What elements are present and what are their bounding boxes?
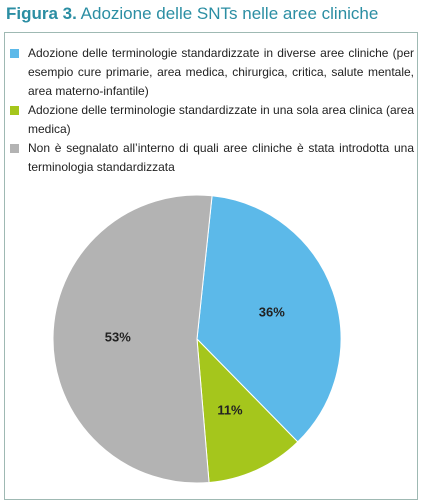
legend-item: Non è segnalato all’interno di quali are…: [10, 139, 414, 177]
legend-swatch: [10, 106, 19, 115]
pie-slice: [196, 195, 342, 443]
legend: Adozione delle terminologie standardizza…: [10, 44, 414, 177]
slice-label: 36%: [259, 304, 285, 319]
slice-label: 53%: [105, 330, 131, 345]
frame: [4, 32, 418, 500]
legend-label: Non è segnalato all’interno di quali are…: [28, 141, 414, 174]
slice-label: 11%: [217, 402, 243, 417]
pie-slice: [52, 194, 213, 484]
legend-swatch: [10, 144, 19, 153]
chart-title: Figura 3. Adozione delle SNTs nelle aree…: [6, 4, 378, 24]
legend-label: Adozione delle terminologie standardizza…: [28, 46, 414, 98]
legend-swatch: [10, 49, 19, 58]
title-text: Adozione delle SNTs nelle aree cliniche: [80, 4, 379, 23]
legend-label: Adozione delle terminologie standardizza…: [28, 103, 414, 136]
figure-label: Figura 3.: [6, 4, 77, 23]
legend-item: Adozione delle terminologie standardizza…: [10, 101, 414, 139]
legend-item: Adozione delle terminologie standardizza…: [10, 44, 414, 101]
pie-slice: [196, 337, 299, 484]
